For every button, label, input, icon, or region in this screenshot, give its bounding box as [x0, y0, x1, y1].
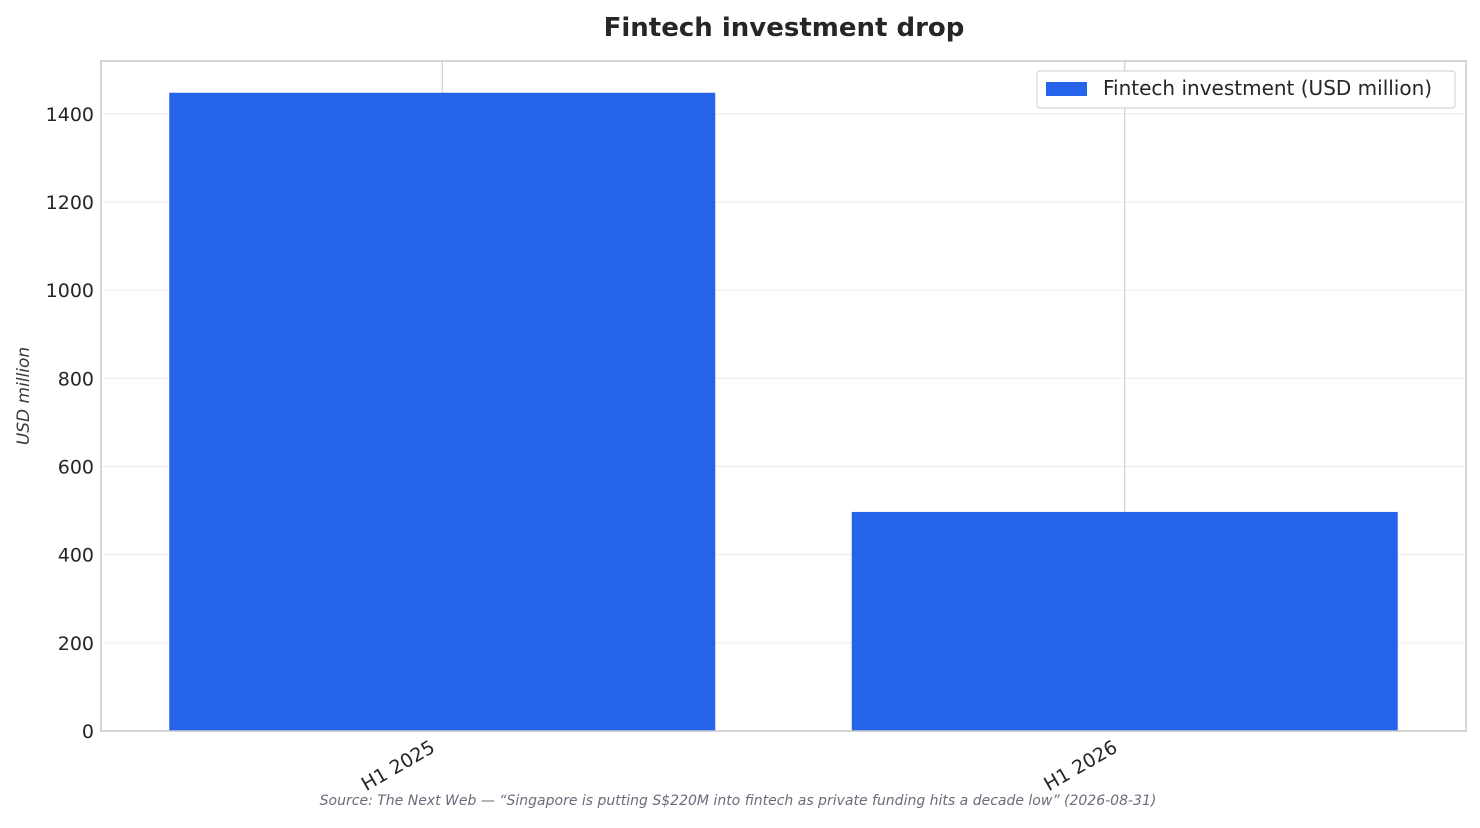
legend-label: Fintech investment (USD million): [1103, 76, 1432, 100]
y-axis-label: USD million: [14, 347, 34, 445]
y-tick-label: 400: [58, 545, 94, 567]
legend-swatch: [1046, 82, 1087, 96]
y-tick-label: 800: [58, 368, 94, 390]
bar: [169, 92, 716, 732]
x-tick-label: H1 2026: [1040, 736, 1121, 795]
plot-frame: [100, 60, 1467, 732]
y-tick-label: 200: [58, 633, 94, 655]
source-note: Source: The Next Web — “Singapore is put…: [320, 793, 1157, 809]
x-tick-label: H1 2025: [358, 736, 439, 795]
y-axis-ticks: 0 200 400 600 800 1000 1200 1400: [46, 104, 94, 743]
y-tick-label: 0: [82, 721, 94, 743]
y-tick-label: 1400: [46, 104, 94, 126]
x-axis-ticks: H1 2025 H1 2026: [358, 736, 1121, 795]
chart-title: Fintech investment drop: [604, 13, 965, 43]
legend-box: [1036, 70, 1456, 109]
legend: Fintech investment (USD million): [1036, 70, 1456, 109]
y-tick-label: 1200: [46, 192, 94, 214]
bar: [851, 511, 1398, 731]
y-tick-label: 1000: [46, 280, 94, 302]
y-tick-label: 600: [58, 457, 94, 479]
bars: [169, 92, 1398, 732]
